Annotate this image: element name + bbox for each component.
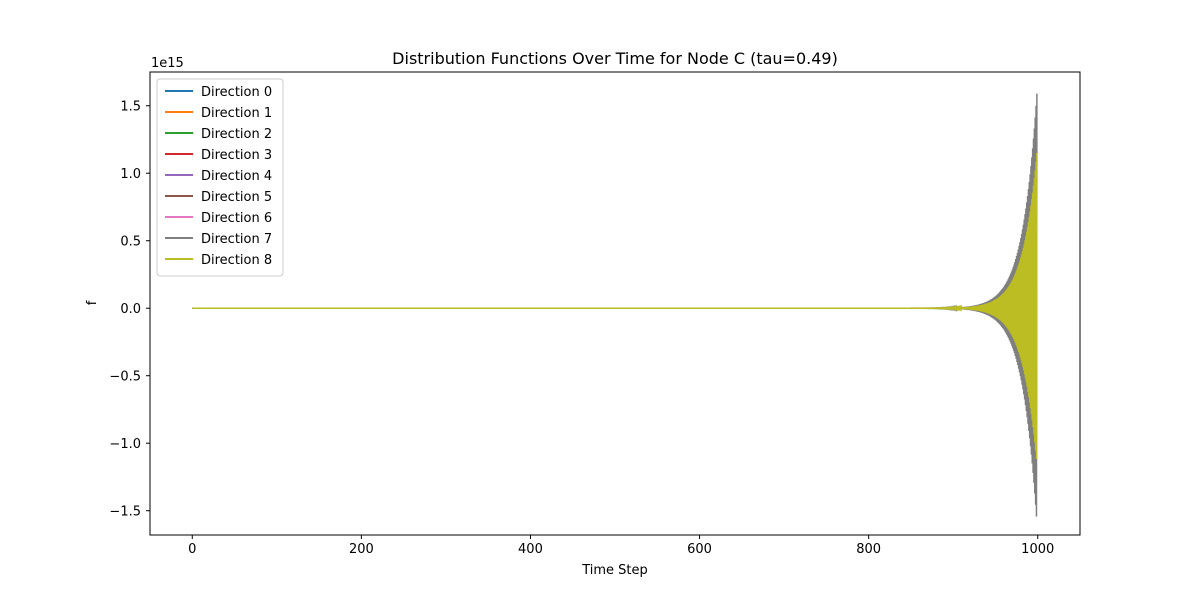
legend-label: Direction 5 <box>201 190 272 205</box>
y-offset-label: 1e15 <box>151 56 184 71</box>
y-tick-label: −1.5 <box>109 505 141 520</box>
series-line <box>192 152 1038 459</box>
y-tick-label: 1.0 <box>120 167 141 182</box>
x-tick-label: 1000 <box>1021 542 1054 557</box>
legend-label: Direction 7 <box>201 232 272 247</box>
legend-label: Direction 4 <box>201 169 272 184</box>
legend-label: Direction 8 <box>201 253 272 268</box>
legend-label: Direction 3 <box>201 148 272 163</box>
data-layer <box>192 93 1038 517</box>
y-tick-label: 0.5 <box>120 235 141 250</box>
axes-layer: 0 200 400 600 800 1000 −1.5 −1.0 −0.5 0.0 0.5 1.0 1.… <box>109 71 1081 557</box>
x-tick-label: 0 <box>188 542 196 557</box>
y-tick-label: −1.0 <box>109 437 141 452</box>
x-tick-label: 800 <box>856 542 881 557</box>
chart-title: Distribution Functions Over Time for Nod… <box>392 49 838 68</box>
y-axis-title: f <box>85 300 100 305</box>
series-line <box>192 93 1038 517</box>
legend-label: Direction 1 <box>201 106 272 121</box>
y-tick-label: 0.0 <box>120 302 141 317</box>
legend-label: Direction 2 <box>201 127 272 142</box>
plot-frame <box>149 71 1081 536</box>
legend-label: Direction 0 <box>201 85 272 100</box>
x-tick-label: 600 <box>687 542 712 557</box>
legend: Direction 0 Direction 1 Direction 2 Directi… <box>156 78 284 277</box>
x-tick-label: 400 <box>518 542 543 557</box>
y-tick-label: 1.5 <box>120 100 141 115</box>
y-tick-label: −0.5 <box>109 370 141 385</box>
series-7 <box>192 93 1038 517</box>
series-8 <box>192 152 1038 459</box>
x-tick-label: 200 <box>349 542 374 557</box>
x-axis-title: Time Step <box>581 563 648 578</box>
legend-label: Direction 6 <box>201 211 272 226</box>
legend-box <box>156 78 284 277</box>
